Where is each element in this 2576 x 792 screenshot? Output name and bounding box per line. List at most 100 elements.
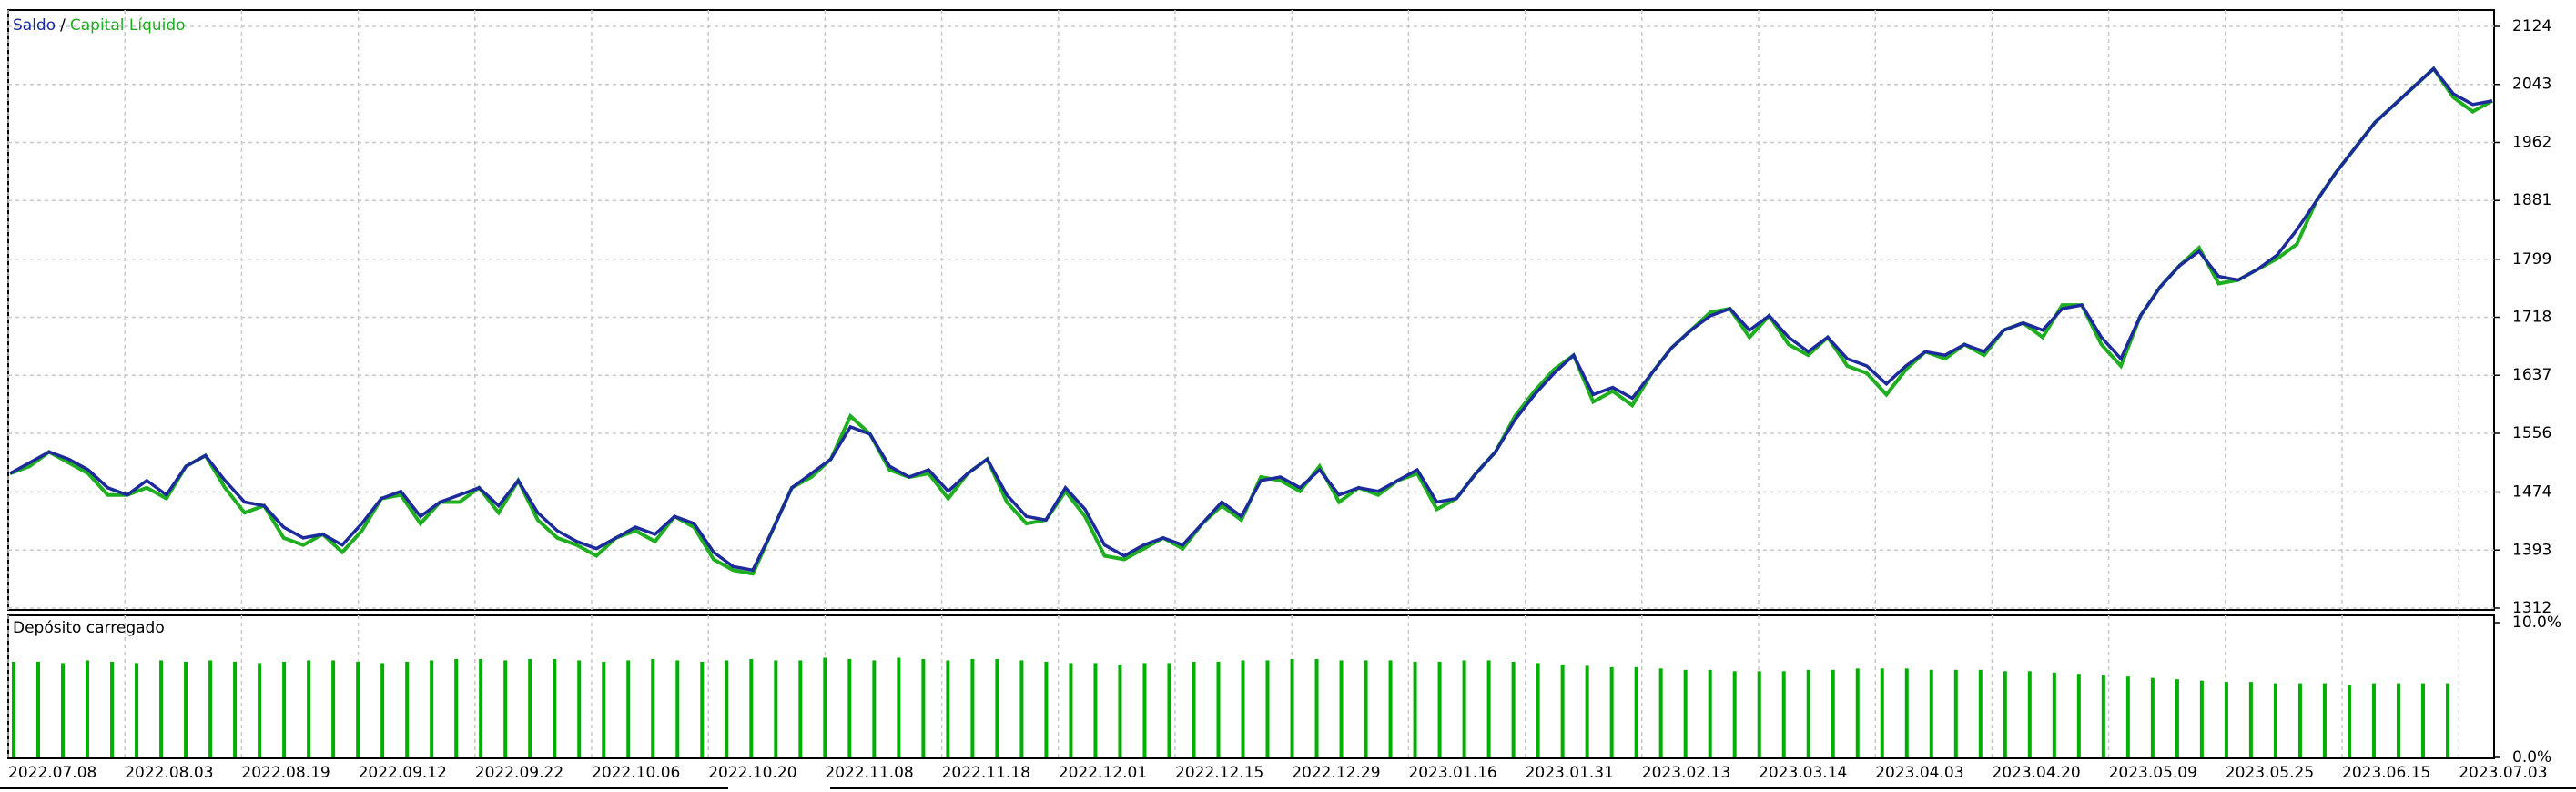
y-tick-label: 2043 (2512, 76, 2551, 94)
load-bar (307, 660, 311, 757)
main-panel (7, 9, 2495, 611)
y-tick-label: 10.0% (2512, 614, 2561, 632)
load-bar (1019, 660, 1024, 757)
y-tick-label: 1962 (2512, 133, 2551, 151)
load-bar (1118, 664, 1122, 757)
load-bar (1314, 658, 1319, 757)
load-bar (2052, 672, 2056, 757)
load-bar (823, 657, 827, 757)
x-tick-label: 2022.12.01 (1059, 764, 1147, 782)
load-bar (2027, 671, 2032, 757)
load-bar (86, 660, 90, 757)
load-bar (2224, 682, 2228, 757)
load-bar (1683, 669, 1688, 757)
load-bar (921, 658, 926, 757)
load-bar (2420, 683, 2425, 757)
y-tick-label: 1637 (2512, 366, 2551, 384)
load-bar (1609, 666, 1614, 757)
y-tick-label: 1718 (2512, 309, 2551, 327)
load-bar (2371, 683, 2376, 757)
load-bar (1044, 661, 1049, 757)
load-bar (897, 657, 901, 757)
x-tick-label: 2022.12.29 (1292, 764, 1380, 782)
y-tick-label: 1556 (2512, 424, 2551, 442)
x-tick-label: 2022.09.12 (359, 764, 447, 782)
legend: Saldo / Capital Líquido (13, 16, 186, 35)
load-bar (2003, 671, 2007, 757)
load-bar (503, 660, 508, 757)
load-bar (1265, 660, 1270, 757)
load-bar (700, 661, 705, 757)
load-bar (1388, 660, 1393, 757)
x-tick-label: 2022.10.06 (592, 764, 680, 782)
load-bar (258, 663, 262, 757)
labels: 2022.07.08 2022.08.03 2022.08.19 2022.09.12… (8, 17, 2561, 782)
load-bar (553, 658, 557, 757)
load-bar (2175, 679, 2179, 757)
load-bar (675, 660, 680, 757)
marks (9, 66, 2493, 757)
load-bar (1437, 661, 1442, 757)
load-bar (1486, 660, 1491, 757)
load-bar (602, 661, 606, 757)
load-bar (1560, 664, 1565, 757)
load-bar (1831, 669, 1835, 757)
y-tick-label: 1799 (2512, 250, 2551, 269)
legend-equity: Capital Líquido (70, 16, 186, 35)
load-bar (2101, 675, 2105, 757)
load-bar (626, 660, 631, 757)
load-bar (110, 661, 115, 757)
load-title: Depósito carregado (13, 619, 165, 637)
load-bar (1413, 661, 1417, 757)
load-bar (1290, 658, 1294, 757)
x-tick-label: 2022.11.08 (825, 764, 913, 782)
load-bar (1241, 660, 1245, 757)
x-tick-label: 2022.07.08 (8, 764, 96, 782)
load-bar (1216, 661, 1221, 757)
load-bar (1953, 669, 1958, 757)
x-tick-label: 2022.08.03 (125, 764, 213, 782)
load-bar (1511, 661, 1516, 757)
x-tick-label: 2022.09.22 (475, 764, 563, 782)
x-tick-label: 2023.05.09 (2109, 764, 2197, 782)
series-line (9, 66, 2493, 573)
load-bar (1658, 668, 1663, 757)
x-tick-label: 2023.04.20 (1992, 764, 2080, 782)
load-bar (208, 660, 213, 757)
x-tick-label: 2023.02.13 (1642, 764, 1730, 782)
load-bar (2150, 677, 2155, 757)
load-bar (1880, 668, 1884, 757)
load-bar (356, 661, 360, 757)
load-bar (1929, 669, 1933, 757)
load-bar (774, 660, 778, 757)
load-bar (946, 660, 950, 757)
load-bar (159, 660, 164, 757)
load-bar (1855, 668, 1860, 757)
load-bar (12, 661, 15, 757)
load-bar (282, 661, 287, 757)
x-tick-label: 2023.05.25 (2226, 764, 2314, 782)
load-bar (1732, 671, 1737, 757)
y-tick-label: 0.0% (2512, 748, 2551, 767)
load-bar (528, 658, 532, 757)
load-bar (1142, 663, 1147, 757)
load-bar (61, 663, 66, 757)
load-bar (2125, 676, 2130, 757)
y-tick-label: 1474 (2512, 483, 2551, 502)
load-bar (970, 658, 975, 757)
x-tick-label: 2023.03.14 (1759, 764, 1847, 782)
x-tick-label: 2023.06.15 (2342, 764, 2430, 782)
load-bar (2199, 680, 2204, 757)
x-tick-label: 2022.11.18 (942, 764, 1030, 782)
load-bar (405, 661, 410, 757)
load-bar (1757, 671, 1761, 757)
load-bar (2248, 682, 2253, 757)
load-bar (1708, 669, 1712, 757)
x-tick-label: 2022.08.19 (241, 764, 330, 782)
legend-separator: / (60, 16, 66, 35)
x-tick-label: 2022.10.20 (708, 764, 796, 782)
load-bar (2297, 683, 2302, 757)
x-tick-label: 2023.04.03 (1875, 764, 1963, 782)
y-tick-label: 1881 (2512, 191, 2551, 209)
